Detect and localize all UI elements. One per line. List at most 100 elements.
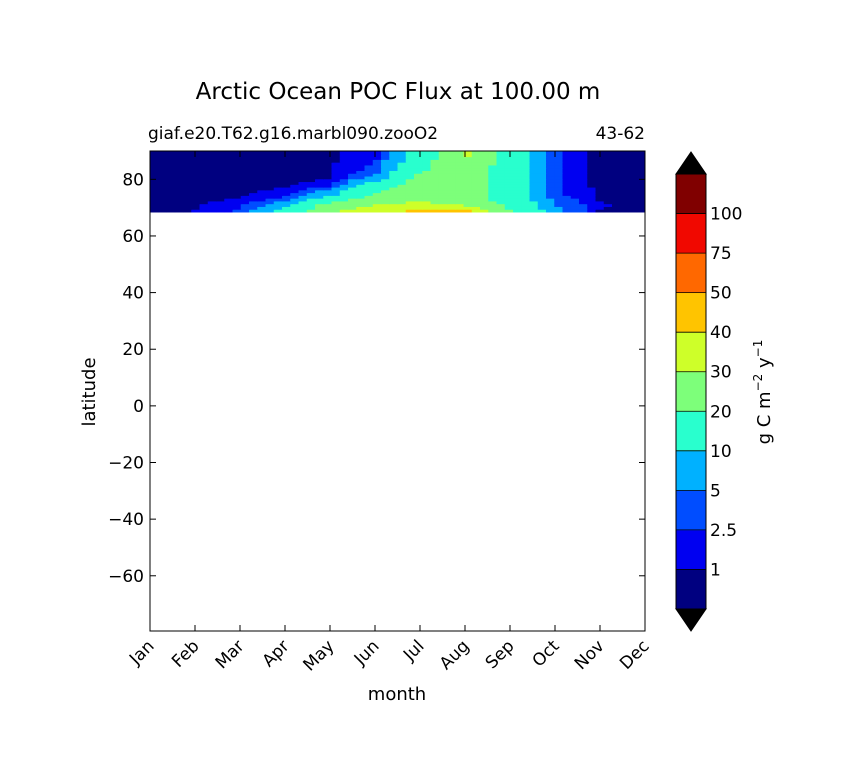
- heatmap-cell: [595, 195, 605, 199]
- heatmap-cell: [290, 159, 300, 163]
- heatmap-cell: [554, 195, 564, 199]
- heatmap-cell: [513, 192, 522, 196]
- heatmap-cell: [183, 159, 192, 163]
- heatmap-cell: [612, 178, 621, 183]
- heatmap-cell: [158, 184, 168, 188]
- heatmap-cell: [587, 192, 597, 196]
- heatmap-cell: [257, 173, 267, 177]
- heatmap-cell: [364, 181, 374, 185]
- heatmap-cell: [414, 175, 423, 180]
- heatmap-cell: [397, 162, 407, 166]
- heatmap-cell: [628, 203, 638, 207]
- heatmap-cell: [323, 159, 333, 163]
- heatmap-cell: [240, 164, 250, 169]
- heatmap-cell: [191, 178, 201, 183]
- heatmap-cell: [471, 170, 481, 174]
- heatmap-cell: [513, 167, 522, 171]
- heatmap-cell: [257, 159, 267, 163]
- colorbar-frame: [675, 173, 707, 610]
- heatmap-cell: [158, 200, 168, 205]
- heatmap-cell: [455, 189, 465, 194]
- heatmap-cell: [216, 151, 225, 155]
- heatmap-cell: [315, 198, 324, 202]
- heatmap-cell: [422, 209, 432, 213]
- heatmap-cell: [174, 167, 184, 171]
- heatmap-cell: [529, 156, 539, 160]
- heatmap-cell: [562, 200, 572, 205]
- heatmap-cell: [348, 178, 357, 183]
- heatmap-cell: [381, 162, 390, 166]
- heatmap-cell: [636, 200, 645, 205]
- heatmap-cell: [570, 206, 580, 210]
- heatmap-cell: [405, 200, 415, 205]
- heatmap-cell: [595, 173, 605, 177]
- heatmap-cell: [612, 186, 621, 191]
- heatmap-cell: [364, 198, 374, 202]
- heatmap-cell: [191, 164, 201, 169]
- heatmap-cell: [331, 162, 341, 166]
- heatmap-cell: [463, 167, 473, 171]
- colorbar-ticks: 1 2.5 5 10 20 30 40 50 75 100: [710, 205, 742, 581]
- heatmap-cell: [513, 184, 522, 188]
- heatmap-cell: [298, 209, 308, 213]
- heatmap-cell: [183, 175, 192, 180]
- heatmap-cell: [356, 209, 366, 213]
- heatmap-cell: [282, 189, 291, 194]
- heatmap-cell: [579, 203, 588, 207]
- heatmap-cell: [612, 162, 621, 166]
- heatmap-cell: [323, 153, 333, 158]
- heatmap-cell: [471, 164, 481, 169]
- heatmap-cell: [389, 198, 399, 202]
- heatmap-cell: [430, 175, 440, 180]
- heatmap-cell: [620, 209, 630, 213]
- heatmap-cell: [513, 206, 522, 210]
- heatmap-cell: [620, 195, 630, 199]
- heatmap-cell: [587, 186, 597, 191]
- heatmap-cell: [471, 200, 481, 205]
- heatmap-cell: [191, 206, 201, 210]
- heatmap-cell: [315, 200, 324, 205]
- heatmap-cell: [323, 203, 333, 207]
- x-tick-label: Dec: [616, 636, 653, 673]
- heatmap-cell: [570, 198, 580, 202]
- x-tick-label: Jun: [350, 636, 384, 670]
- heatmap-cell: [579, 175, 588, 180]
- heatmap-cell: [579, 151, 588, 155]
- heatmap-cell: [158, 178, 168, 183]
- heatmap-cell: [636, 170, 645, 174]
- heatmap-cell: [620, 178, 630, 183]
- heatmap-cell: [282, 198, 291, 202]
- heatmap-cell: [364, 162, 374, 166]
- heatmap-cell: [488, 170, 498, 174]
- heatmap-cell: [537, 159, 547, 163]
- heatmap-cell: [306, 153, 316, 158]
- heatmap-cell: [257, 181, 267, 185]
- heatmap-cell: [521, 209, 531, 213]
- heatmap-cell: [430, 151, 440, 155]
- heatmap-cell: [455, 153, 465, 158]
- heatmap-cell: [455, 198, 465, 202]
- heatmap-cell: [603, 173, 613, 177]
- heatmap-cell: [636, 181, 645, 185]
- heatmap-cell: [372, 189, 382, 194]
- heatmap-cell: [521, 156, 531, 160]
- heatmap-cell: [414, 151, 423, 155]
- heatmap-cell: [579, 200, 588, 205]
- heatmap-cell: [620, 200, 630, 205]
- heatmap-cell: [290, 173, 300, 177]
- heatmap-cell: [463, 192, 473, 196]
- heatmap-cell: [562, 175, 572, 180]
- heatmap-cell: [570, 153, 580, 158]
- heatmap-cell: [282, 181, 291, 185]
- heatmap-cell: [504, 167, 514, 171]
- heatmap-cell: [587, 178, 597, 183]
- heatmap-cell: [570, 173, 580, 177]
- heatmap-cell: [529, 200, 539, 205]
- heatmap-cell: [348, 153, 357, 158]
- heatmap-cell: [224, 192, 234, 196]
- heatmap-cell: [397, 151, 407, 155]
- heatmap-cell: [323, 195, 333, 199]
- heatmap-cell: [397, 167, 407, 171]
- heatmap-cell: [595, 181, 605, 185]
- heatmap-cell: [595, 164, 605, 169]
